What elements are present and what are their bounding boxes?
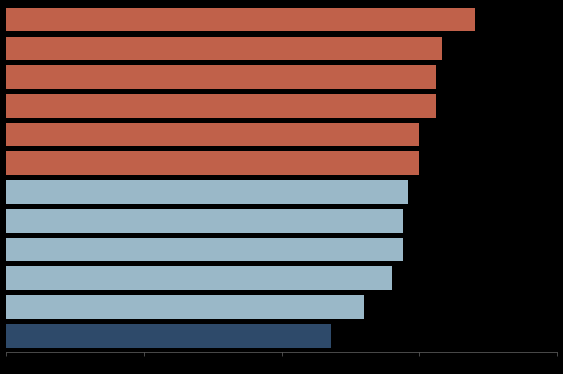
Bar xyxy=(6,295,364,319)
Bar xyxy=(6,8,475,31)
Bar xyxy=(6,37,441,60)
Bar xyxy=(6,324,331,347)
Bar xyxy=(6,94,436,117)
Bar xyxy=(6,209,403,233)
Bar xyxy=(6,65,436,89)
Bar xyxy=(6,123,419,146)
Bar xyxy=(6,266,392,290)
Bar xyxy=(6,151,419,175)
Bar xyxy=(6,238,403,261)
Bar xyxy=(6,180,408,204)
